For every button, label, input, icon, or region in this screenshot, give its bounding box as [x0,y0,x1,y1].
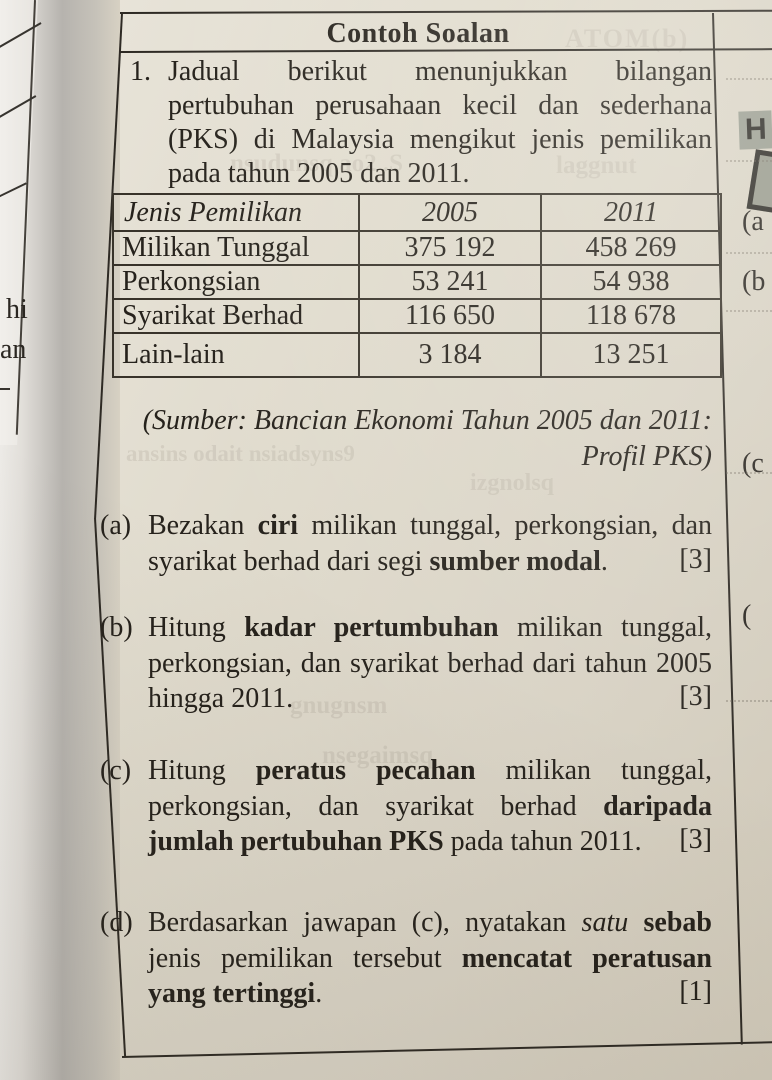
table-cell: Perkongsian [112,264,360,300]
text-run: daripada jumlah pertubuhan PKS [148,790,712,858]
table-row: Lain-lain 3 184 13 251 [112,332,722,378]
table-row: Syarikat Berhad 116 650 118 678 [112,298,722,334]
text-run: milikan tunggal, perkongsian, dan syarik… [148,755,713,822]
adjacent-page-line-fragment [0,388,10,390]
question-part-c: (c) Hitung peratus pecahan milikan tungg… [100,753,712,860]
part-label: (d) [100,907,133,938]
highlighted-letter-fragment: H [738,110,772,150]
text-run: sumber modal [429,545,601,577]
text-run: sebab [643,907,712,938]
text-run: Bezakan [148,510,258,541]
table-header-cell: Jenis Pemilikan [112,193,360,232]
part-text: Bezakan ciri milikan tunggal, perkongsia… [148,510,712,577]
bleedthrough-text: izgnolsq [470,470,555,496]
part-label: (a) [100,510,132,541]
table-cell: 458 269 [540,230,722,266]
dotted-guide-line [726,78,772,80]
table-cell: 3 184 [358,332,542,378]
text-run: jenis pemilikan tersebut [148,942,462,974]
text-run: ciri [257,510,299,541]
part-label: (b) [100,612,133,643]
table-cell: 53 241 [358,264,542,300]
text-run: Hitung [148,755,256,786]
question-intro-text: Jadual berikut menunjukkan bilangan pert… [168,56,712,189]
cutoff-text-left: an [0,334,27,365]
cutoff-text-right: (b [742,266,766,297]
bleedthrough-text: ansins odait nsiadsyns9 [126,441,355,466]
question-part-b: (b) Hitung kadar pertumbuhan milikan tun… [100,610,712,717]
cutoff-text-left: hi [6,294,28,325]
dotted-guide-line [726,472,772,474]
bleedthrough-text: laggnut [556,152,637,179]
text-run: milikan tunggal, perkongsian, dan syarik… [148,510,712,577]
part-text: Berdasarkan jawapan (c), nyatakan satu s… [148,907,712,1009]
table-cell: Lain-lain [112,332,360,378]
table-cell: 54 938 [540,264,722,300]
text-run: mencatat peratusan yang tertinggi [148,942,712,1010]
dotted-guide-line [726,252,772,254]
bleedthrough-text: nsudunsq ao2 .S [230,150,404,177]
data-table: Jenis Pemilikan 2005 2011 Milikan Tunggal 3… [112,193,722,378]
part-label: (c) [100,755,132,786]
question-part-a: (a) Bezakan ciri milikan tunggal, perkon… [100,508,712,579]
column-divider-line [712,12,743,1045]
cutoff-text-right: (a [742,206,764,237]
box-bottom-border [122,1041,772,1058]
table-cell: 13 251 [540,332,722,378]
table-header-row: Jenis Pemilikan 2005 2011 [112,193,722,232]
text-run: Berdasarkan jawapan (c), nyatakan [148,907,582,938]
text-run: Hitung [148,612,245,643]
marks-badge: [3] [679,824,712,855]
text-run: kadar pertumbuhan [244,612,499,643]
part-text: Hitung kadar pertumbuhan milikan tunggal… [148,612,712,714]
table-cell: Milikan Tunggal [112,230,360,266]
table-cell: 116 650 [358,298,542,334]
cutoff-text-right: (c [742,448,764,479]
table-cell: Syarikat Berhad [112,298,360,334]
table-header-cell: 2011 [540,193,722,232]
dotted-guide-line [726,700,772,702]
section-title: Contoh Soalan [326,18,510,49]
table-head: Jenis Pemilikan 2005 2011 [112,193,722,232]
dotted-guide-line [726,310,772,312]
text-run: pada tahun 2011. [443,826,642,857]
question-number: 1. [130,56,151,87]
table-body: Milikan Tunggal 375 192 458 269 Perkongsian… [112,230,722,378]
source-line2: Profil PKS) [581,441,712,472]
text-run: . [600,545,608,577]
box-top-border [120,9,772,14]
source-line1: (Sumber: Bancian Ekonomi Tahun 2005 dan … [142,405,712,436]
table-row: Milikan Tunggal 375 192 458 269 [112,230,722,266]
question-intro: 1. Jadual berikut menunjukkan bilangan pe… [100,55,712,191]
table-cell: 118 678 [540,298,722,334]
source-citation: (Sumber: Bancian Ekonomi Tahun 2005 dan … [100,403,712,475]
part-text: Hitung peratus pecahan milikan tunggal, … [148,755,712,857]
table-cell: 375 192 [358,230,542,266]
table-header-cell: 2005 [358,193,542,232]
bleedthrough-text: gnugnsm [290,692,388,719]
text-run: peratus pecahan [255,755,476,786]
page-gutter: hi an [0,0,120,1080]
dotted-guide-line [726,160,772,162]
bleedthrough-text: nsegaimsq [322,742,434,769]
cutoff-text-right: ( [742,600,752,631]
marks-badge: [1] [679,976,712,1007]
text-run [628,907,643,938]
marks-badge: [3] [679,681,712,712]
marks-badge: [3] [679,543,712,575]
text-run: . [315,978,323,1009]
table-row: Perkongsian 53 241 54 938 [112,264,722,300]
question-part-d: (d) Berdasarkan jawapan (c), nyatakan sa… [100,905,712,1012]
text-run: milikan tunggal, perkongsian, dan syarik… [148,612,712,714]
text-run: satu [581,907,629,938]
